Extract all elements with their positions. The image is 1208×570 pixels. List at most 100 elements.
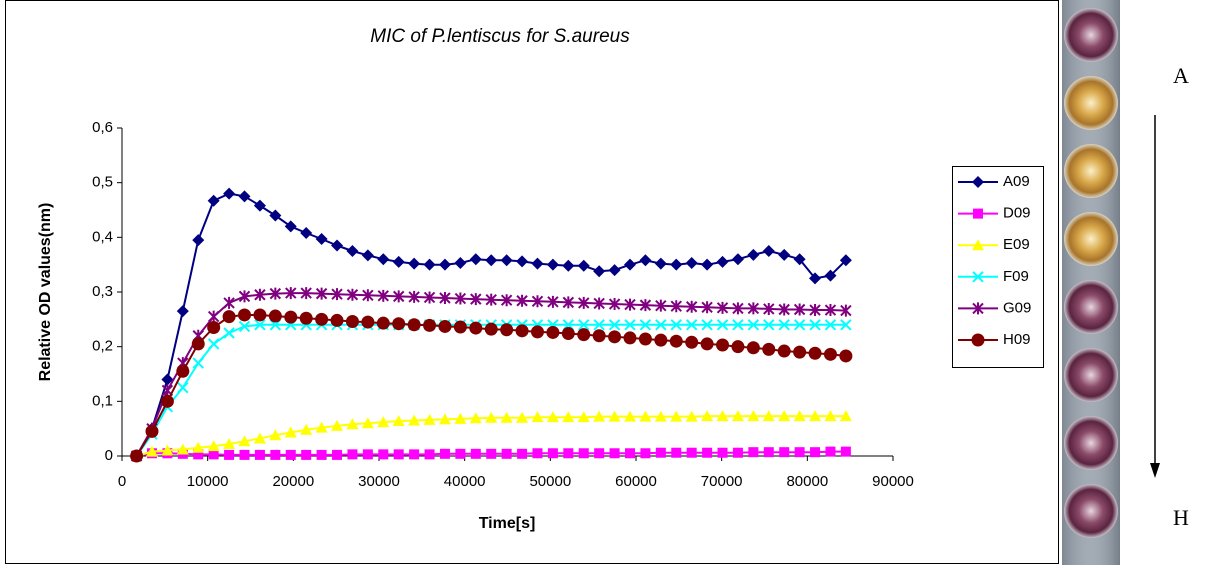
marker-circle <box>268 309 282 323</box>
marker-diamond <box>685 257 698 270</box>
marker-diamond <box>469 253 482 266</box>
well <box>1064 76 1118 130</box>
marker-circle <box>700 337 714 351</box>
legend-label: G09 <box>1003 299 1031 316</box>
marker-square <box>378 449 389 460</box>
marker-circle <box>130 449 144 463</box>
marker-star <box>439 292 451 305</box>
marker-diamond <box>176 305 189 318</box>
marker-star <box>392 290 405 303</box>
marker-circle <box>238 308 252 322</box>
marker-circle <box>176 364 190 378</box>
marker-square <box>671 447 682 458</box>
marker-diamond <box>608 264 621 277</box>
marker-circle <box>515 324 529 338</box>
marker-star <box>285 287 297 300</box>
marker-circle <box>823 347 837 361</box>
marker-square <box>625 448 636 459</box>
marker-star <box>608 298 621 311</box>
marker-x <box>747 319 760 331</box>
y-tick-label: 0,3 <box>92 283 113 300</box>
marker-star <box>639 299 652 312</box>
marker-x <box>254 319 266 331</box>
marker-diamond <box>546 258 559 271</box>
photo-top-label: A <box>1173 63 1189 88</box>
marker-x <box>608 319 621 331</box>
marker-square <box>686 447 697 458</box>
marker-circle <box>407 318 421 332</box>
marker-triangle <box>824 410 837 422</box>
marker-circle <box>392 317 406 331</box>
marker-star <box>500 294 513 307</box>
marker-circle <box>469 321 483 335</box>
marker-diamond <box>192 234 205 247</box>
marker-x <box>207 338 220 350</box>
marker-triangle <box>454 412 467 424</box>
legend-label: A09 <box>1003 173 1030 190</box>
marker-x <box>716 319 729 331</box>
marker-circle <box>160 394 174 408</box>
marker-x <box>701 319 713 331</box>
well <box>1064 8 1118 62</box>
marker-circle <box>577 328 591 342</box>
marker-triangle <box>331 419 344 431</box>
y-tick-label: 0,2 <box>92 338 113 355</box>
marker-square <box>316 449 327 460</box>
well <box>1064 212 1118 266</box>
marker-triangle <box>408 414 421 426</box>
y-tick-label: 0,5 <box>92 174 113 191</box>
marker-square <box>748 447 759 458</box>
marker-x <box>685 319 698 331</box>
marker-circle <box>971 333 985 347</box>
marker-diamond <box>639 254 652 267</box>
marker-star <box>824 304 837 317</box>
marker-triangle <box>577 411 590 423</box>
marker-square <box>254 449 265 460</box>
marker-triangle <box>562 411 575 423</box>
marker-diamond <box>207 194 220 207</box>
legend-label: D09 <box>1003 205 1031 222</box>
marker-star <box>331 288 343 301</box>
marker-square <box>578 448 589 459</box>
marker-triangle <box>145 445 158 457</box>
marker-star <box>840 304 852 317</box>
well <box>1064 280 1118 334</box>
marker-square <box>825 446 836 457</box>
marker-triangle <box>670 410 683 422</box>
marker-diamond <box>972 176 984 188</box>
marker-diamond <box>346 245 359 257</box>
marker-triangle <box>778 410 791 422</box>
marker-circle <box>623 331 637 345</box>
marker-star <box>254 288 266 301</box>
marker-square <box>409 449 420 460</box>
chart-title: MIC of P.lentiscus for S.aureus <box>370 26 630 47</box>
marker-square <box>732 447 743 458</box>
marker-diamond <box>485 254 498 267</box>
marker-square <box>532 448 543 459</box>
marker-square <box>501 448 512 459</box>
marker-triangle <box>593 410 606 422</box>
marker-circle <box>438 319 452 333</box>
marker-triangle <box>731 410 744 422</box>
marker-triangle <box>793 410 806 422</box>
marker-x <box>824 319 837 331</box>
marker-square <box>301 449 312 460</box>
marker-star <box>238 290 251 303</box>
marker-star <box>562 296 575 309</box>
marker-square <box>640 448 651 459</box>
marker-x <box>972 271 984 283</box>
marker-circle <box>500 323 514 337</box>
marker-square <box>563 448 574 459</box>
marker-x <box>732 319 744 331</box>
y-tick-label: 0,1 <box>92 392 113 409</box>
marker-diamond <box>701 258 714 271</box>
marker-triangle <box>284 426 297 438</box>
marker-star <box>346 288 359 301</box>
marker-circle <box>561 327 575 341</box>
marker-circle <box>793 345 807 359</box>
marker-circle <box>762 342 776 356</box>
marker-x <box>223 327 235 339</box>
legend-box <box>952 166 1044 368</box>
marker-triangle <box>253 432 266 444</box>
